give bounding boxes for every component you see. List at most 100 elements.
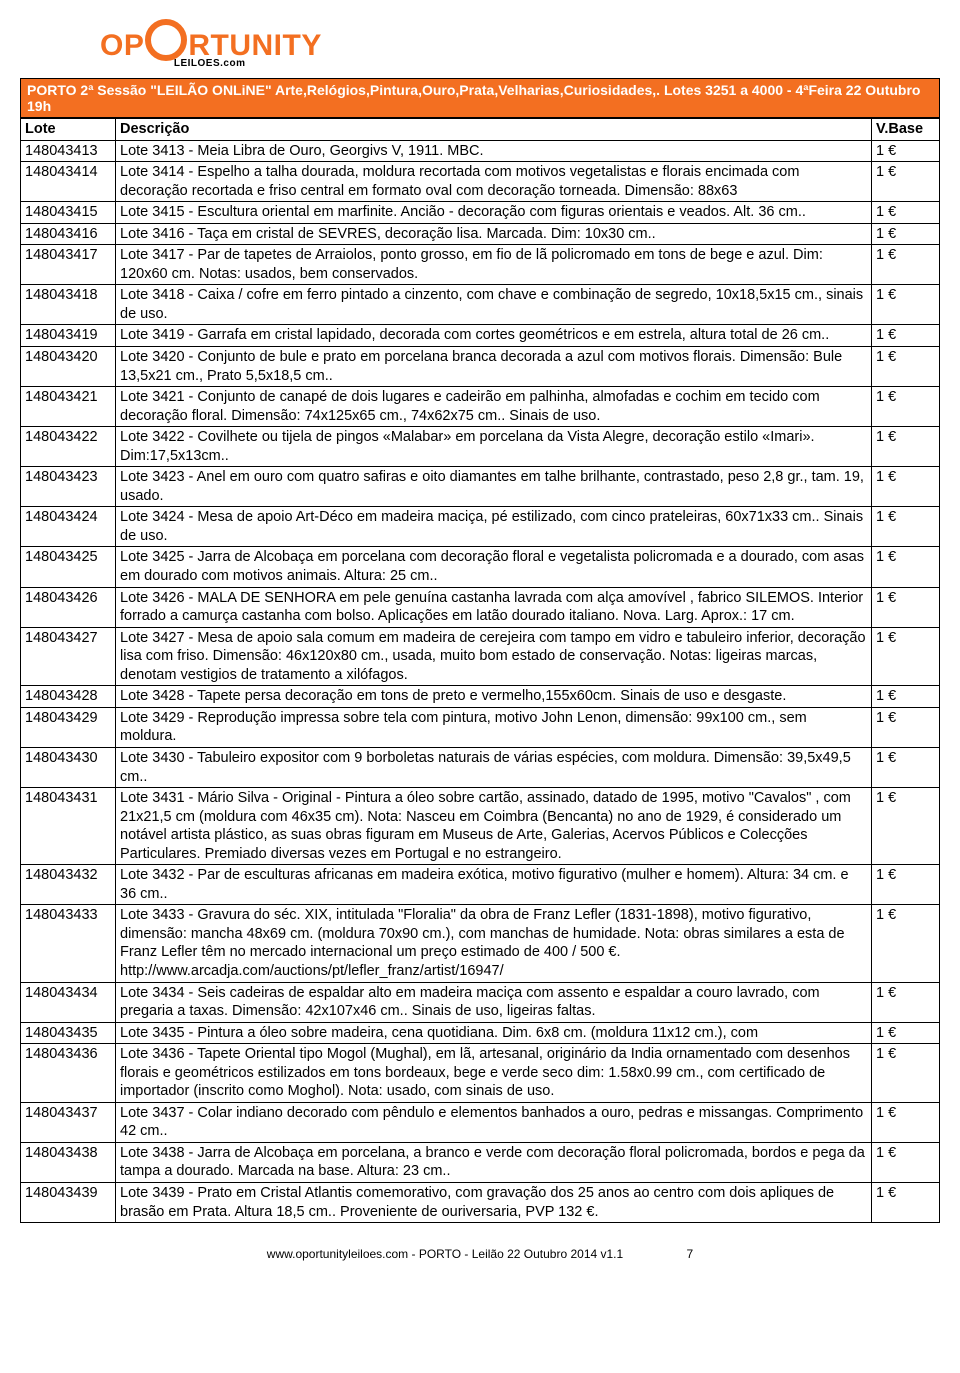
- cell-desc: Lote 3413 - Meia Libra de Ouro, Georgivs…: [116, 140, 872, 162]
- cell-desc: Lote 3419 - Garrafa em cristal lapidado,…: [116, 325, 872, 347]
- cell-base: 1 €: [872, 1102, 940, 1142]
- cell-base: 1 €: [872, 547, 940, 587]
- cell-base: 1 €: [872, 1182, 940, 1222]
- table-row: 148043424Lote 3424 - Mesa de apoio Art-D…: [21, 507, 940, 547]
- cell-base: 1 €: [872, 982, 940, 1022]
- table-row: 148043428Lote 3428 - Tapete persa decora…: [21, 686, 940, 708]
- table-row: 148043420Lote 3420 - Conjunto de bule e …: [21, 347, 940, 387]
- cell-desc: Lote 3437 - Colar indiano decorado com p…: [116, 1102, 872, 1142]
- table-row: 148043413Lote 3413 - Meia Libra de Ouro,…: [21, 140, 940, 162]
- cell-desc: Lote 3420 - Conjunto de bule e prato em …: [116, 347, 872, 387]
- footer-text: www.oportunityleiloes.com - PORTO - Leil…: [267, 1247, 623, 1261]
- cell-base: 1 €: [872, 587, 940, 627]
- cell-lote: 148043425: [21, 547, 116, 587]
- cell-desc: Lote 3434 - Seis cadeiras de espaldar al…: [116, 982, 872, 1022]
- cell-lote: 148043417: [21, 245, 116, 285]
- cell-desc: Lote 3430 - Tabuleiro expositor com 9 bo…: [116, 747, 872, 787]
- table-row: 148043422Lote 3422 - Covilhete ou tijela…: [21, 427, 940, 467]
- cell-lote: 148043439: [21, 1182, 116, 1222]
- cell-lote: 148043427: [21, 627, 116, 686]
- cell-desc: Lote 3439 - Prato em Cristal Atlantis co…: [116, 1182, 872, 1222]
- cell-base: 1 €: [872, 202, 940, 224]
- cell-desc: Lote 3422 - Covilhete ou tijela de pingo…: [116, 427, 872, 467]
- cell-base: 1 €: [872, 627, 940, 686]
- cell-lote: 148043420: [21, 347, 116, 387]
- table-row: 148043439Lote 3439 - Prato em Cristal At…: [21, 1182, 940, 1222]
- cell-lote: 148043418: [21, 285, 116, 325]
- cell-base: 1 €: [872, 285, 940, 325]
- cell-lote: 148043434: [21, 982, 116, 1022]
- cell-base: 1 €: [872, 707, 940, 747]
- table-row: 148043426Lote 3426 - MALA DE SENHORA em …: [21, 587, 940, 627]
- table-row: 148043419Lote 3419 - Garrafa em cristal …: [21, 325, 940, 347]
- cell-desc: Lote 3435 - Pintura a óleo sobre madeira…: [116, 1022, 872, 1044]
- cell-lote: 148043423: [21, 467, 116, 507]
- cell-desc: Lote 3438 - Jarra de Alcobaça em porcela…: [116, 1142, 872, 1182]
- session-title-bar: PORTO 2ª Sessão "LEILÃO ONLiNE" Arte,Rel…: [20, 78, 940, 118]
- cell-desc: Lote 3424 - Mesa de apoio Art-Déco em ma…: [116, 507, 872, 547]
- cell-lote: 148043438: [21, 1142, 116, 1182]
- logo-o-icon: [145, 19, 187, 61]
- cell-desc: Lote 3414 - Espelho a talha dourada, mol…: [116, 162, 872, 202]
- cell-base: 1 €: [872, 427, 940, 467]
- cell-lote: 148043419: [21, 325, 116, 347]
- table-row: 148043414Lote 3414 - Espelho a talha dou…: [21, 162, 940, 202]
- cell-base: 1 €: [872, 467, 940, 507]
- table-row: 148043416Lote 3416 - Taça em cristal de …: [21, 223, 940, 245]
- cell-base: 1 €: [872, 507, 940, 547]
- cell-base: 1 €: [872, 140, 940, 162]
- cell-base: 1 €: [872, 325, 940, 347]
- cell-lote: 148043426: [21, 587, 116, 627]
- cell-desc: Lote 3429 - Reprodução impressa sobre te…: [116, 707, 872, 747]
- cell-desc: Lote 3433 - Gravura do séc. XIX, intitul…: [116, 905, 872, 982]
- cell-desc: Lote 3416 - Taça em cristal de SEVRES, d…: [116, 223, 872, 245]
- cell-desc: Lote 3425 - Jarra de Alcobaça em porcela…: [116, 547, 872, 587]
- table-row: 148043433Lote 3433 - Gravura do séc. XIX…: [21, 905, 940, 982]
- table-row: 148043435Lote 3435 - Pintura a óleo sobr…: [21, 1022, 940, 1044]
- table-row: 148043431Lote 3431 - Mário Silva - Origi…: [21, 788, 940, 865]
- cell-base: 1 €: [872, 347, 940, 387]
- cell-lote: 148043413: [21, 140, 116, 162]
- cell-lote: 148043421: [21, 387, 116, 427]
- cell-desc: Lote 3428 - Tapete persa decoração em to…: [116, 686, 872, 708]
- table-row: 148043438Lote 3438 - Jarra de Alcobaça e…: [21, 1142, 940, 1182]
- cell-desc: Lote 3431 - Mário Silva - Original - Pin…: [116, 788, 872, 865]
- table-row: 148043436Lote 3436 - Tapete Oriental tip…: [21, 1044, 940, 1103]
- cell-base: 1 €: [872, 387, 940, 427]
- cell-lote: 148043416: [21, 223, 116, 245]
- cell-desc: Lote 3421 - Conjunto de canapé de dois l…: [116, 387, 872, 427]
- logo: OP RTUNITY LEILOES.com: [20, 20, 940, 72]
- cell-lote: 148043435: [21, 1022, 116, 1044]
- table-row: 148043429Lote 3429 - Reprodução impressa…: [21, 707, 940, 747]
- table-row: 148043434Lote 3434 - Seis cadeiras de es…: [21, 982, 940, 1022]
- cell-lote: 148043429: [21, 707, 116, 747]
- table-row: 148043423Lote 3423 - Anel em ouro com qu…: [21, 467, 940, 507]
- table-row: 148043421Lote 3421 - Conjunto de canapé …: [21, 387, 940, 427]
- cell-base: 1 €: [872, 686, 940, 708]
- cell-base: 1 €: [872, 1142, 940, 1182]
- logo-subtitle: LEILOES.com: [174, 58, 246, 69]
- logo-text-part1: OP: [100, 29, 144, 63]
- table-row: 148043418Lote 3418 - Caixa / cofre em fe…: [21, 285, 940, 325]
- table-row: 148043417Lote 3417 - Par de tapetes de A…: [21, 245, 940, 285]
- cell-desc: Lote 3426 - MALA DE SENHORA em pele genu…: [116, 587, 872, 627]
- cell-lote: 148043436: [21, 1044, 116, 1103]
- header-desc: Descrição: [116, 119, 872, 141]
- cell-lote: 148043422: [21, 427, 116, 467]
- cell-lote: 148043437: [21, 1102, 116, 1142]
- header-base: V.Base: [872, 119, 940, 141]
- cell-base: 1 €: [872, 788, 940, 865]
- header-lote: Lote: [21, 119, 116, 141]
- page-footer: www.oportunityleiloes.com - PORTO - Leil…: [20, 1247, 940, 1261]
- table-row: 148043430Lote 3430 - Tabuleiro expositor…: [21, 747, 940, 787]
- table-row: 148043437Lote 3437 - Colar indiano decor…: [21, 1102, 940, 1142]
- cell-lote: 148043415: [21, 202, 116, 224]
- cell-base: 1 €: [872, 245, 940, 285]
- cell-lote: 148043433: [21, 905, 116, 982]
- cell-desc: Lote 3415 - Escultura oriental em marfin…: [116, 202, 872, 224]
- cell-lote: 148043430: [21, 747, 116, 787]
- cell-desc: Lote 3423 - Anel em ouro com quatro safi…: [116, 467, 872, 507]
- cell-lote: 148043428: [21, 686, 116, 708]
- cell-desc: Lote 3427 - Mesa de apoio sala comum em …: [116, 627, 872, 686]
- cell-desc: Lote 3436 - Tapete Oriental tipo Mogol (…: [116, 1044, 872, 1103]
